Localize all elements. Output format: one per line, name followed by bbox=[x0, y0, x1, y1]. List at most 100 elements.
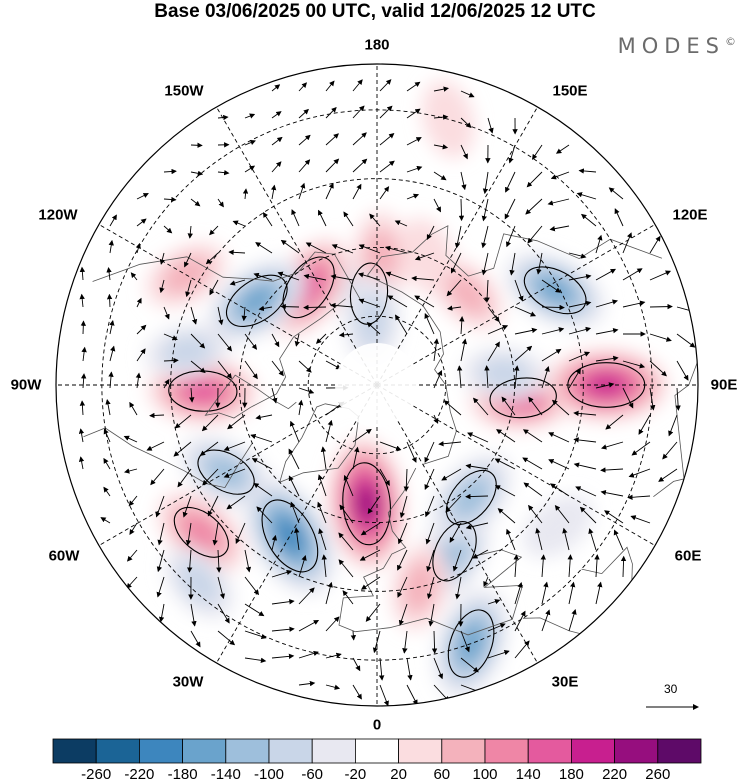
wind-vector bbox=[372, 630, 381, 654]
wind-vector bbox=[541, 366, 550, 389]
wind-vector bbox=[271, 136, 283, 146]
contour-line bbox=[197, 449, 255, 495]
wind-vector bbox=[494, 485, 516, 497]
wind-vector bbox=[576, 192, 597, 200]
wind-vector bbox=[303, 304, 327, 311]
wind-vector bbox=[217, 198, 224, 208]
wind-vector bbox=[505, 225, 516, 248]
wind-vector bbox=[256, 506, 273, 524]
wind-vector bbox=[297, 399, 304, 416]
wind-vector bbox=[229, 279, 246, 286]
coastline bbox=[338, 467, 417, 633]
wind-vector bbox=[108, 239, 114, 254]
coastline bbox=[92, 251, 364, 304]
wind-vector bbox=[135, 242, 141, 254]
wind-vector bbox=[190, 360, 206, 374]
lon-label-60e: 60E bbox=[674, 547, 702, 565]
wind-vector bbox=[232, 220, 246, 227]
wind-vector bbox=[505, 171, 516, 193]
wind-vector bbox=[504, 198, 516, 220]
colorbar-swatch bbox=[657, 738, 702, 764]
colorbar-tick-label: 260 bbox=[645, 766, 671, 783]
wind-vector bbox=[575, 486, 597, 497]
wind-vector bbox=[100, 517, 111, 524]
wind-vector bbox=[288, 448, 300, 470]
meridian-line bbox=[98, 224, 378, 386]
colorbar-tick-label: -20 bbox=[344, 766, 367, 783]
wind-vector bbox=[424, 468, 435, 491]
wind-vector bbox=[484, 365, 490, 389]
wind-vector bbox=[223, 441, 246, 451]
colorbar-swatch bbox=[95, 738, 140, 764]
wind-vector bbox=[620, 555, 627, 578]
wind-vector bbox=[217, 360, 232, 379]
copyright-mark: © bbox=[725, 35, 736, 48]
wind-vector bbox=[465, 493, 489, 500]
wind-vector bbox=[217, 630, 236, 646]
wind-vector bbox=[352, 446, 360, 470]
wind-vector bbox=[433, 171, 447, 181]
wind-vector bbox=[325, 158, 340, 173]
wind-vector bbox=[509, 252, 516, 276]
wind-vector bbox=[190, 333, 206, 349]
wind-vector bbox=[541, 609, 551, 632]
wind-vector bbox=[109, 214, 117, 227]
wind-vector bbox=[174, 414, 192, 429]
wind-vector bbox=[514, 640, 530, 659]
wind-vector bbox=[433, 369, 443, 389]
wind-vector bbox=[202, 468, 219, 486]
wind-vector bbox=[456, 365, 463, 389]
wind-vector bbox=[551, 399, 570, 416]
wind-vector bbox=[387, 295, 408, 308]
wind-vector bbox=[528, 504, 543, 524]
wind-vector bbox=[366, 321, 381, 335]
wind-vector bbox=[484, 279, 490, 303]
wind-vector bbox=[244, 603, 265, 617]
wind-vector bbox=[536, 252, 543, 275]
wind-vector bbox=[109, 345, 116, 362]
wind-vector bbox=[244, 165, 256, 173]
wind-vector bbox=[406, 657, 413, 681]
wind-vector bbox=[379, 133, 395, 146]
wind-vector bbox=[508, 144, 516, 164]
meridian-line bbox=[216, 106, 378, 386]
wind-vector bbox=[317, 501, 327, 524]
wind-vector bbox=[406, 441, 417, 463]
wind-vector bbox=[129, 401, 138, 416]
wind-vectors bbox=[78, 79, 698, 706]
wind-vector bbox=[163, 357, 179, 364]
wind-vector bbox=[146, 441, 165, 451]
wind-vector bbox=[352, 105, 365, 119]
wind-vector bbox=[614, 208, 624, 227]
map-title: Base 03/06/2025 00 UTC, valid 12/06/2025… bbox=[154, 1, 596, 22]
wind-vector bbox=[399, 495, 408, 519]
wind-vector bbox=[305, 242, 327, 254]
wind-vector bbox=[270, 184, 277, 200]
wind-vector bbox=[78, 456, 85, 470]
wind-vector bbox=[513, 554, 519, 578]
wind-vector bbox=[406, 165, 423, 173]
wind-vector bbox=[605, 414, 624, 430]
wind-vector bbox=[150, 468, 165, 486]
lon-label-120e: 120E bbox=[672, 206, 708, 224]
wind-vector bbox=[501, 396, 516, 416]
wind-vector bbox=[433, 657, 444, 680]
colorbar-swatch bbox=[614, 738, 659, 764]
wind-vector bbox=[106, 293, 113, 308]
lon-label-30e: 30E bbox=[551, 673, 579, 691]
wind-vector bbox=[244, 576, 260, 596]
wind-vector bbox=[487, 117, 494, 134]
wind-vector bbox=[135, 372, 142, 389]
wind-vector bbox=[406, 684, 418, 706]
colorbar-tick-label: -260 bbox=[81, 766, 112, 783]
wind-vector bbox=[540, 554, 546, 578]
wind-vector bbox=[289, 420, 300, 443]
anomaly-center bbox=[344, 275, 401, 367]
wind-vector bbox=[253, 272, 273, 281]
wind-vector bbox=[604, 510, 624, 524]
wind-vector bbox=[379, 684, 389, 706]
wind-vector bbox=[271, 333, 280, 348]
wind-vector bbox=[109, 320, 115, 335]
wind-vector bbox=[527, 225, 543, 244]
wind-vector bbox=[325, 133, 339, 146]
